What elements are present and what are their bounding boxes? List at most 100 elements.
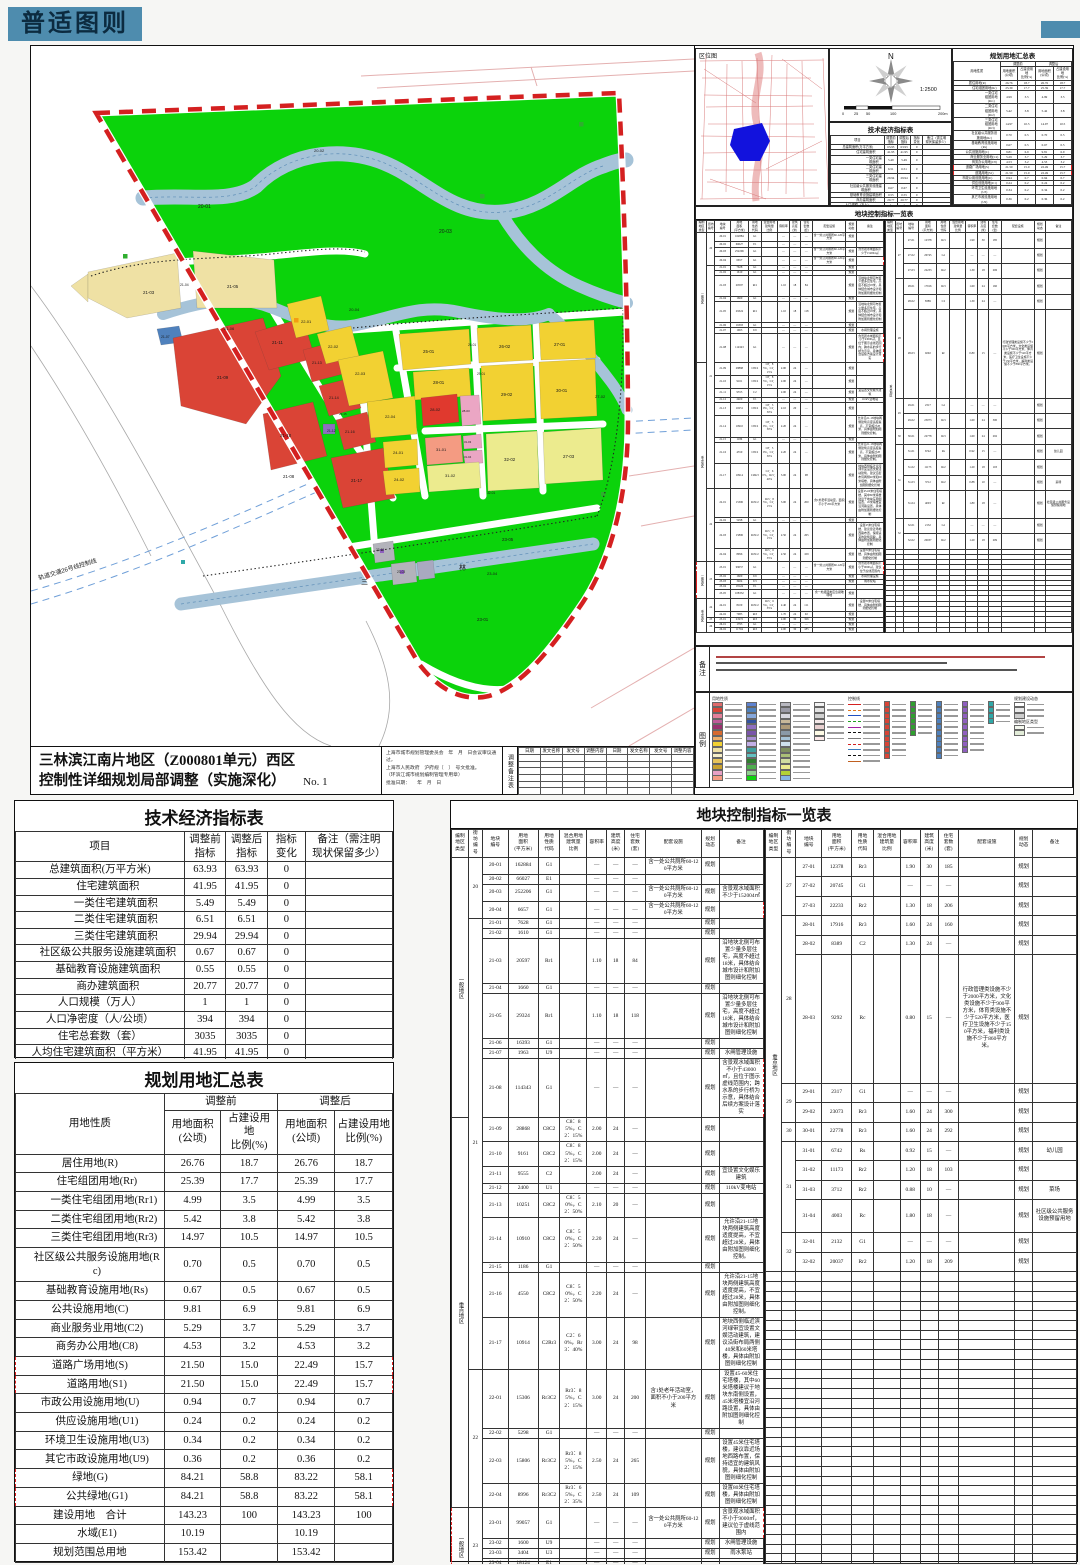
cell <box>851 1290 874 1302</box>
cell: — <box>606 1048 626 1060</box>
cell: 含1处老年活动室，面积不小于200平方米 <box>644 1368 702 1430</box>
cell: 允许沿21-15地块两侧建筑高度适度提高，不宜超过28米，具体由附加图则细化控制… <box>718 1216 764 1263</box>
facility-swatch <box>962 701 968 708</box>
cell: Rr3C2 <box>537 1483 561 1509</box>
cell: 24 <box>919 934 939 956</box>
cell: 2132 <box>918 517 938 534</box>
cell <box>937 1465 960 1477</box>
cell: 8389 <box>821 934 853 956</box>
cell: 206 <box>937 895 960 917</box>
header-cell: 住宅 套数 (套) <box>624 829 646 858</box>
cell: 规划 <box>1033 309 1046 399</box>
cell: — <box>788 436 801 443</box>
cell: 24 <box>919 1102 939 1123</box>
cell: 1 <box>225 994 268 1013</box>
cell: 规划 <box>700 1165 720 1184</box>
legend-item <box>936 735 958 742</box>
cell: 26-02 <box>714 626 731 633</box>
cell <box>937 1290 960 1302</box>
cell: 30-01 <box>902 428 920 445</box>
cell: 18 <box>788 301 801 324</box>
cell <box>1032 1271 1077 1283</box>
cell <box>958 1082 1016 1104</box>
cell <box>1014 1543 1034 1555</box>
legend-label-bar <box>1027 726 1044 729</box>
plot-row: 23-04 18124 E1— — — <box>697 584 884 591</box>
cell <box>795 1358 823 1370</box>
cell: 商务办公用地(C8) <box>15 1337 165 1357</box>
cell <box>899 1271 921 1283</box>
cell: Rr3：85%，C2：15% <box>559 1368 588 1430</box>
cell <box>856 269 884 276</box>
cell <box>958 1300 1016 1312</box>
cell <box>958 1514 1016 1526</box>
cell: 2.10 <box>776 402 790 417</box>
cell <box>1000 278 1035 295</box>
plot-row: 21-10 9161 C8C2 C8：85%，C2：15% 2.00 24— 规划 <box>697 374 884 390</box>
plot-row: 28 28-01 17916 Rr3 1.60 24 160 规划 <box>765 915 1077 1084</box>
cell <box>1044 278 1072 295</box>
cell: 2.00 <box>586 1165 608 1184</box>
cell <box>821 1290 853 1302</box>
cell: 22.49 <box>276 1355 336 1376</box>
cell: 28868 <box>507 1117 539 1143</box>
cell <box>958 1456 1016 1467</box>
cell: 规划 <box>1014 1232 1034 1253</box>
cell <box>304 894 393 913</box>
cell: 含一处组团类应急避难场地 <box>812 589 847 600</box>
cell: C2 <box>537 1165 561 1184</box>
legend-label-bar <box>793 771 810 774</box>
legend-label-bar <box>970 714 984 717</box>
cell: 24 <box>606 1216 626 1263</box>
plot-row: 21-07 1963 U9— — — 规划 水闸管理设施 <box>452 1048 764 1060</box>
cell <box>821 1553 853 1564</box>
cell <box>1014 1426 1034 1438</box>
compass-scale: N 1:2500 0 25 50 100 200m <box>829 48 952 122</box>
cell <box>1014 1320 1034 1331</box>
cell: 0.80 <box>965 309 979 399</box>
cell <box>821 1271 853 1283</box>
empty-row <box>764 1494 1077 1506</box>
cell <box>1014 1300 1034 1312</box>
cell: 20597 <box>729 274 749 298</box>
cell <box>1032 1310 1077 1322</box>
map-label: 23-05 <box>502 537 514 542</box>
cell: 15.7 <box>334 1355 393 1376</box>
empty-row <box>764 1310 1077 1322</box>
control-line-sample <box>848 738 861 740</box>
cell <box>644 1428 702 1440</box>
empty-row <box>764 1378 1077 1390</box>
cell: 1610 <box>507 928 539 940</box>
table-row: 供应设施用地(U1) 0.24 0.2 0.24 0.2 <box>15 1412 393 1432</box>
cell: 1.90 <box>899 856 921 878</box>
cell <box>764 1456 783 1467</box>
cell <box>795 1465 823 1477</box>
cell: 41.95 <box>225 1044 268 1059</box>
legend-label-bar <box>918 720 932 723</box>
cell <box>922 154 951 165</box>
cell: 24 <box>919 1121 939 1143</box>
cell: E1 <box>747 584 762 591</box>
cell: 18 <box>919 1251 939 1273</box>
cell <box>795 1504 823 1516</box>
cell <box>561 754 585 762</box>
facility-swatch <box>884 701 890 708</box>
cell <box>781 1465 797 1477</box>
cell <box>795 1475 823 1487</box>
cell <box>851 1543 874 1555</box>
legend-column: 规划建设动态 编制地区类型 <box>1014 696 1044 784</box>
cell <box>1032 856 1077 878</box>
cell <box>718 1117 764 1143</box>
cell: 4.53 <box>276 1337 336 1357</box>
cell: 地块西侧临近滨河绿带宜设置文娱活动建筑，建议沿街布局两侧40米和60米塔楼，具体… <box>718 1316 764 1370</box>
cell <box>937 1436 960 1448</box>
cell: 幼儿园 <box>1032 1141 1077 1162</box>
cell: 道路用地(S1) <box>15 1374 165 1395</box>
cell: 2.20 <box>586 1216 608 1263</box>
legend-item <box>712 701 742 708</box>
legend-label-bar <box>892 703 906 706</box>
cell <box>304 977 393 996</box>
map-label: 20-02 <box>314 148 325 153</box>
cell: G1 <box>537 1038 561 1050</box>
cell: 规划 <box>700 918 720 930</box>
